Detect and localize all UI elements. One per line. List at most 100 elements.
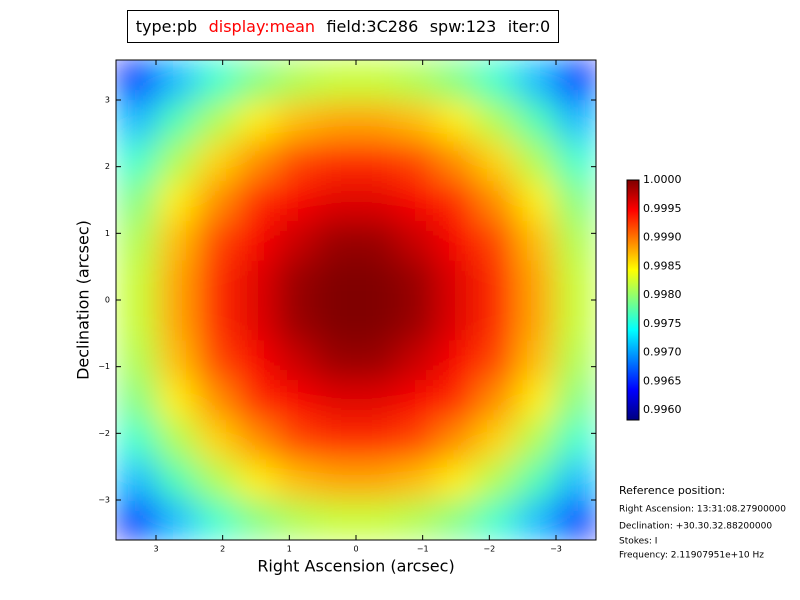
cell [435, 60, 477, 101]
y-tick-label: 1 [105, 229, 110, 238]
cell [555, 459, 596, 501]
cell [395, 419, 437, 461]
cell [515, 219, 557, 261]
x-axis-label: Right Ascension (arcsec) [257, 557, 454, 576]
cell [155, 259, 197, 301]
cell [235, 299, 277, 341]
x-tick-label: 1 [287, 545, 292, 554]
cell [395, 459, 437, 501]
cell [395, 499, 437, 540]
cell [475, 219, 517, 261]
cell [315, 499, 357, 540]
cell [315, 419, 357, 461]
cell [355, 60, 397, 101]
cell [475, 99, 517, 141]
cell [475, 459, 517, 501]
cell [555, 99, 596, 141]
title-item: spw:123 [429, 17, 497, 36]
cell [155, 219, 197, 261]
reference-line: Stokes: I [619, 537, 657, 547]
y-tick-label: −2 [98, 429, 110, 438]
title-item: field:3C286 [326, 17, 419, 36]
cell [515, 379, 557, 421]
cell [275, 459, 317, 501]
colorbar [626, 179, 640, 421]
cell [315, 459, 357, 501]
cell [195, 339, 237, 381]
cell [435, 179, 477, 221]
cell [395, 339, 437, 381]
cell [235, 419, 277, 461]
cell [195, 259, 237, 301]
cell [395, 299, 437, 341]
cell [475, 259, 517, 301]
cell [155, 99, 197, 141]
x-tick-label: 2 [220, 545, 225, 554]
x-tick-label: −2 [483, 545, 495, 554]
cell [116, 179, 157, 221]
cell [355, 499, 397, 540]
cell [275, 99, 317, 141]
cell [435, 339, 477, 381]
cell [195, 499, 237, 540]
cell [355, 179, 397, 221]
cell [235, 499, 277, 540]
cell [475, 139, 517, 181]
cell [555, 60, 596, 101]
reference-line: Right Ascension: 13:31:08.27900000 [619, 505, 786, 515]
cell [235, 379, 277, 421]
cell [555, 499, 596, 540]
cell [116, 219, 157, 261]
cell [355, 339, 397, 381]
colorbar-tick-label: 0.9980 [643, 288, 682, 301]
cell [315, 139, 357, 181]
cell [315, 339, 357, 381]
cell [435, 379, 477, 421]
cell [235, 139, 277, 181]
cell [235, 179, 277, 221]
y-tick-label: −1 [98, 362, 110, 371]
x-tick-label: 0 [353, 545, 358, 554]
cell [195, 379, 237, 421]
cell [435, 459, 477, 501]
cell [116, 60, 157, 101]
cell [275, 379, 317, 421]
colorbar-tick-label: 0.9985 [643, 259, 682, 272]
cell [355, 139, 397, 181]
cell [155, 179, 197, 221]
colorbar-tick-label: 0.9990 [643, 231, 682, 244]
cell [555, 299, 596, 341]
cell [395, 259, 437, 301]
cell [275, 419, 317, 461]
y-tick-label: 3 [105, 96, 110, 105]
cell [555, 219, 596, 261]
y-tick-label: −3 [98, 496, 110, 505]
cell [435, 219, 477, 261]
cell [275, 139, 317, 181]
cell [195, 419, 237, 461]
colorbar-tick-label: 0.9995 [643, 202, 682, 215]
axes: 3 2 1 0 −1 −2 −3 3 2 1 0 −1 −2 −3 1.0000 0.9995 0.9990 0.… [98, 60, 682, 554]
cell [235, 259, 277, 301]
cell [515, 339, 557, 381]
cell [555, 139, 596, 181]
cell [475, 339, 517, 381]
cell [555, 379, 596, 421]
cell [155, 339, 197, 381]
cell [235, 219, 277, 261]
cell [435, 259, 477, 301]
cell [395, 99, 437, 141]
cell [515, 139, 557, 181]
cell [435, 499, 477, 540]
cell [435, 99, 477, 141]
cell [275, 259, 317, 301]
cell [235, 459, 277, 501]
cell [515, 419, 557, 461]
cell [435, 299, 477, 341]
y-tick-label: 0 [105, 296, 110, 305]
cell [355, 419, 397, 461]
cell [315, 219, 357, 261]
cell [475, 379, 517, 421]
cell [435, 139, 477, 181]
